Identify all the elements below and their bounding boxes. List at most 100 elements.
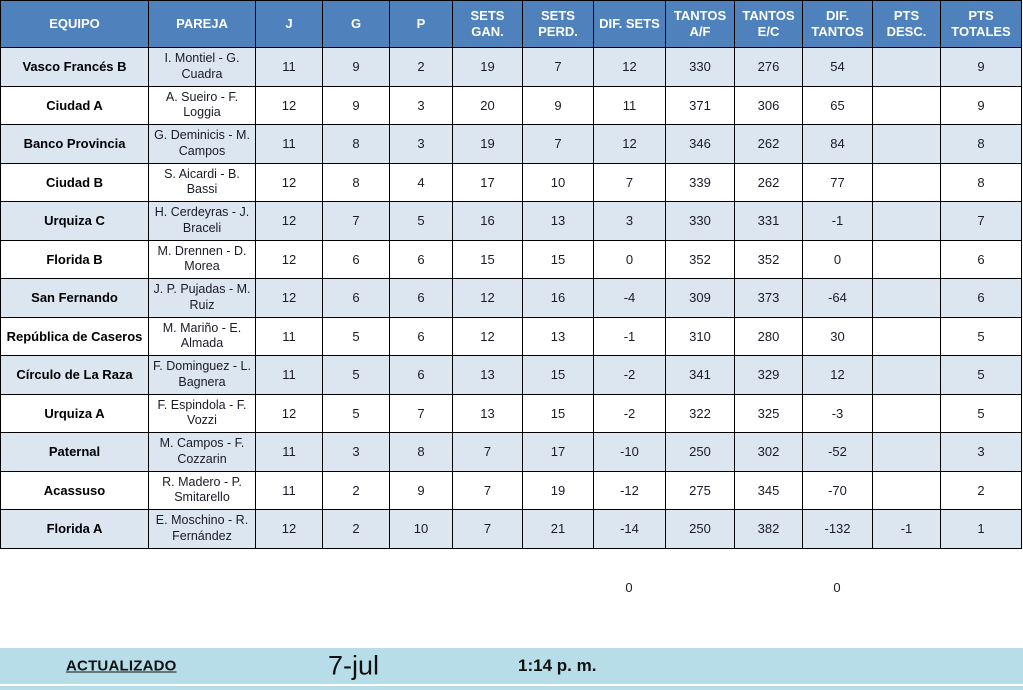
cell-sets_gan: 13 — [452, 355, 523, 395]
cell-dif_sets: 12 — [593, 47, 666, 87]
cell-sets_perd: 21 — [522, 509, 594, 549]
cell-j: 12 — [255, 162, 323, 202]
cell-pts_desc — [872, 124, 941, 164]
cell-tantos_ec: 382 — [734, 509, 803, 549]
cell-pts_desc — [872, 470, 941, 510]
cell-j: 11 — [255, 355, 323, 395]
dif-tantos-loose-total: 0 — [833, 580, 841, 595]
cell-sets_perd: 19 — [522, 470, 594, 510]
cell-tantos_ec: 325 — [734, 393, 803, 433]
table-row: San Fernando J. P. Pujadas - M. Ruiz 12 6 6 1… — [0, 278, 1022, 318]
cell-sets_perd: 13 — [522, 316, 594, 356]
cell-pts_totales: 8 — [940, 162, 1022, 202]
cell-tantos_ec: 280 — [734, 316, 803, 356]
cell-pareja: M. Mariño - E. Almada — [148, 316, 256, 356]
cell-pts_desc — [872, 85, 941, 125]
cell-dif_sets: -2 — [593, 355, 666, 395]
table-header-row: EQUIPO PAREJA J G P SETS GAN. SETS PERD. DIF. S… — [0, 0, 1022, 48]
cell-p: 6 — [389, 239, 453, 279]
cell-sets_gan: 17 — [452, 162, 523, 202]
cell-g: 6 — [322, 239, 390, 279]
column-header-equipo: EQUIPO — [0, 0, 149, 48]
cell-g: 5 — [322, 393, 390, 433]
cell-tantos_af: 322 — [665, 393, 735, 433]
table-row: Florida B M. Drennen - D. Morea 12 6 6 15 15 0 3… — [0, 239, 1022, 279]
cell-dif_sets: 7 — [593, 162, 666, 202]
cell-tantos_af: 310 — [665, 316, 735, 356]
table-row: Banco Provincia G. Deminicis - M. Campos 1… — [0, 124, 1022, 164]
cell-j: 11 — [255, 124, 323, 164]
cell-pareja: G. Deminicis - M. Campos — [148, 124, 256, 164]
cell-equipo: San Fernando — [0, 278, 149, 318]
cell-dif_tantos: -1 — [802, 201, 873, 241]
cell-tantos_af: 352 — [665, 239, 735, 279]
cell-pts_desc — [872, 432, 941, 472]
cell-pts_totales: 5 — [940, 316, 1022, 356]
cell-dif_tantos: -64 — [802, 278, 873, 318]
cell-j: 11 — [255, 470, 323, 510]
cell-sets_gan: 7 — [452, 432, 523, 472]
cell-dif_sets: 3 — [593, 201, 666, 241]
cell-p: 10 — [389, 509, 453, 549]
cell-pts_desc — [872, 393, 941, 433]
cell-sets_gan: 7 — [452, 470, 523, 510]
cell-equipo: Banco Provincia — [0, 124, 149, 164]
cell-tantos_af: 371 — [665, 85, 735, 125]
cell-sets_perd: 7 — [522, 124, 594, 164]
cell-j: 11 — [255, 316, 323, 356]
cell-equipo: Florida A — [0, 509, 149, 549]
column-header-tantos_af: TANTOS A/F — [665, 0, 735, 48]
cell-sets_gan: 15 — [452, 239, 523, 279]
cell-p: 4 — [389, 162, 453, 202]
cell-dif_sets: 11 — [593, 85, 666, 125]
cell-sets_perd: 15 — [522, 239, 594, 279]
cell-dif_sets: -14 — [593, 509, 666, 549]
cell-tantos_ec: 329 — [734, 355, 803, 395]
status-bar-bottom-strip — [0, 686, 1023, 690]
cell-equipo: República de Caseros — [0, 316, 149, 356]
column-header-tantos_ec: TANTOS E/C — [734, 0, 803, 48]
standings-body: Vasco Francés B I. Montiel - G. Cuadra 11 9… — [0, 47, 1022, 549]
cell-tantos_ec: 262 — [734, 162, 803, 202]
cell-j: 11 — [255, 432, 323, 472]
cell-sets_perd: 17 — [522, 432, 594, 472]
cell-p: 3 — [389, 124, 453, 164]
cell-sets_perd: 10 — [522, 162, 594, 202]
cell-g: 9 — [322, 85, 390, 125]
cell-pareja: R. Madero - P. Smitarello — [148, 470, 256, 510]
column-header-sets_perd: SETS PERD. — [522, 0, 594, 48]
cell-sets_perd: 15 — [522, 393, 594, 433]
cell-equipo: Acassuso — [0, 470, 149, 510]
cell-sets_gan: 20 — [452, 85, 523, 125]
cell-g: 7 — [322, 201, 390, 241]
cell-tantos_ec: 306 — [734, 85, 803, 125]
cell-p: 3 — [389, 85, 453, 125]
cell-pts_totales: 9 — [940, 47, 1022, 87]
cell-dif_sets: -2 — [593, 393, 666, 433]
cell-sets_gan: 19 — [452, 124, 523, 164]
cell-dif_tantos: 84 — [802, 124, 873, 164]
table-row: Círculo de La Raza F. Dominguez - L. Bagn… — [0, 355, 1022, 395]
cell-sets_perd: 7 — [522, 47, 594, 87]
cell-pareja: F. Dominguez - L. Bagnera — [148, 355, 256, 395]
cell-p: 8 — [389, 432, 453, 472]
cell-equipo: Ciudad A — [0, 85, 149, 125]
updated-time: 1:14 p. m. — [518, 656, 597, 675]
cell-equipo: Paternal — [0, 432, 149, 472]
cell-tantos_af: 330 — [665, 201, 735, 241]
cell-pareja: J. P. Pujadas - M. Ruiz — [148, 278, 256, 318]
cell-pts_totales: 6 — [940, 239, 1022, 279]
cell-sets_gan: 16 — [452, 201, 523, 241]
cell-dif_sets: -1 — [593, 316, 666, 356]
cell-tantos_ec: 345 — [734, 470, 803, 510]
cell-dif_tantos: 65 — [802, 85, 873, 125]
cell-g: 3 — [322, 432, 390, 472]
cell-tantos_af: 250 — [665, 432, 735, 472]
cell-pts_desc — [872, 201, 941, 241]
cell-sets_gan: 13 — [452, 393, 523, 433]
cell-dif_tantos: -70 — [802, 470, 873, 510]
table-row: Florida A E. Moschino - R. Fernández 12 2 10… — [0, 509, 1022, 549]
cell-pts_desc: -1 — [872, 509, 941, 549]
cell-pts_totales: 8 — [940, 124, 1022, 164]
cell-tantos_af: 250 — [665, 509, 735, 549]
